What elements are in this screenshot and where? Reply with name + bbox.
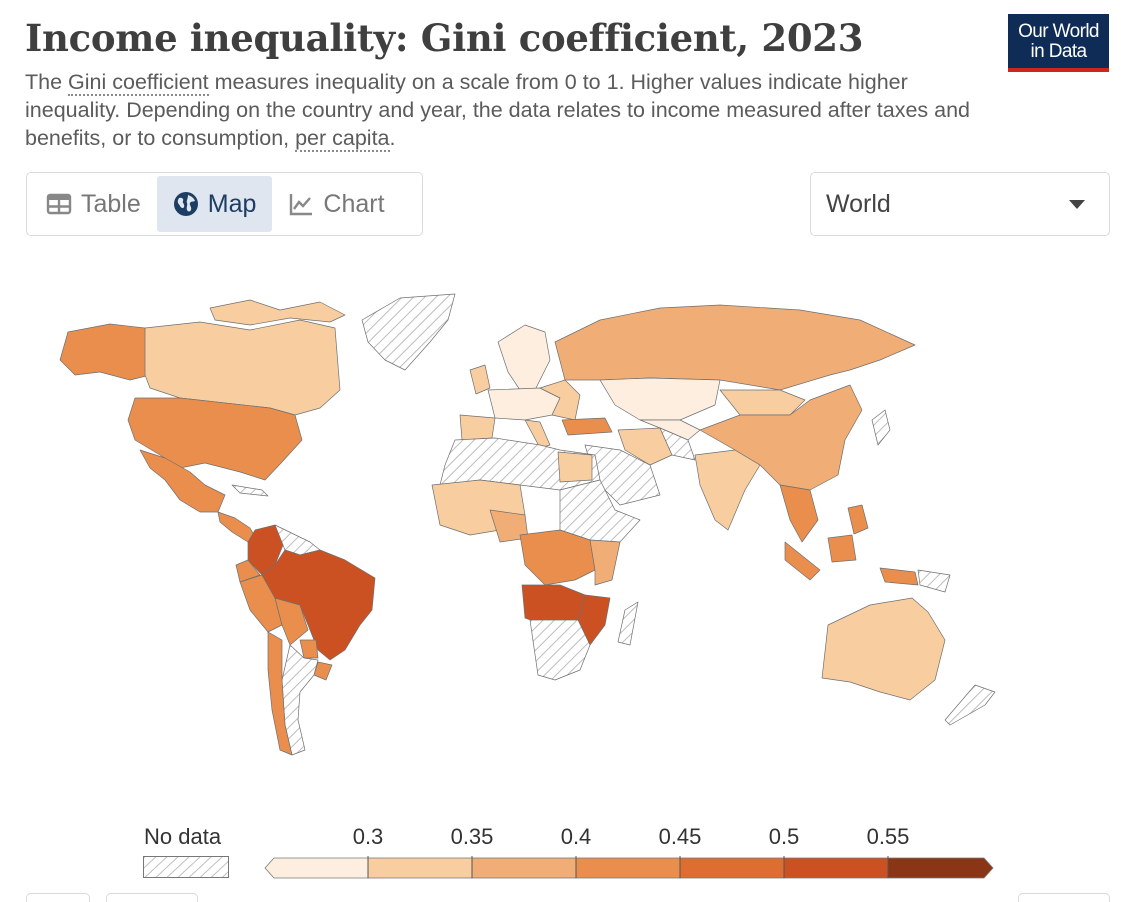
country-alaska[interactable] — [59, 323, 151, 381]
country-iran[interactable] — [617, 427, 673, 466]
legend-bin-5 — [783, 857, 889, 879]
country-italy[interactable] — [524, 419, 551, 449]
country-uk[interactable] — [469, 364, 491, 395]
country-mozambique[interactable] — [577, 594, 611, 646]
owid-logo[interactable]: Our World in Data — [1008, 14, 1109, 72]
legend-bin-6 — [887, 857, 994, 879]
region-select[interactable]: World — [810, 172, 1110, 236]
country-canada[interactable] — [144, 319, 341, 416]
globe-icon — [173, 192, 198, 216]
legend-tick-label: 0.5 — [768, 824, 800, 849]
legend-tick-label: 0.55 — [866, 824, 910, 849]
country-central-asia[interactable] — [639, 419, 701, 441]
legend-bin-3 — [575, 857, 681, 879]
country-china[interactable] — [699, 384, 863, 491]
legend-bin-1 — [367, 857, 473, 879]
world-map — [59, 293, 996, 756]
region-select-value: World — [826, 189, 891, 218]
legend-bin-0 — [264, 857, 369, 879]
footer-button[interactable] — [106, 893, 198, 902]
country-kazakhstan[interactable] — [599, 377, 721, 421]
legend-bin-4 — [679, 857, 785, 879]
legend-color-bar — [264, 856, 994, 879]
legend-tick-label: 0.4 — [560, 824, 592, 849]
country-indonesia[interactable] — [784, 534, 919, 586]
legend-bin-2 — [471, 857, 577, 879]
country-brazil[interactable] — [261, 549, 376, 661]
chart-subtitle: The Gini coefficient measures inequality… — [25, 70, 971, 152]
country-madagascar[interactable] — [617, 601, 639, 646]
country-new-zealand[interactable] — [944, 684, 996, 726]
country-afghanistan[interactable] — [659, 427, 696, 461]
country-venezuela[interactable] — [274, 524, 321, 556]
tab-chart[interactable]: Chart — [272, 176, 400, 232]
legend-tick-label: 0.35 — [450, 824, 494, 849]
country-united-states[interactable] — [127, 397, 303, 481]
gini-coefficient-link[interactable]: Gini coefficient — [68, 70, 209, 96]
country-turkey[interactable] — [561, 417, 613, 436]
country-southeast-asia[interactable] — [779, 484, 819, 543]
country-australia[interactable] — [821, 597, 946, 701]
country-angola[interactable] — [521, 584, 586, 626]
legend-tick-label: 0.3 — [352, 824, 384, 849]
country-caribbean[interactable] — [231, 484, 269, 497]
footer-button[interactable] — [1018, 893, 1110, 902]
no-data-swatch — [143, 856, 229, 878]
country-japan[interactable] — [871, 409, 891, 446]
chevron-down-icon — [1069, 199, 1085, 209]
view-tabs: Table Map Chart — [26, 172, 423, 236]
country-central-africa[interactable] — [519, 529, 596, 586]
country-philippines[interactable] — [847, 504, 869, 535]
country-iberia[interactable] — [459, 414, 496, 441]
country-russia[interactable] — [554, 304, 916, 391]
country-ecuador[interactable] — [235, 559, 261, 583]
country-east-africa[interactable] — [589, 539, 621, 586]
country-scandinavia[interactable] — [497, 324, 551, 391]
no-data-label: No data — [144, 824, 222, 849]
country-mongolia[interactable] — [719, 389, 806, 416]
country-chile[interactable] — [267, 631, 293, 756]
color-legend: 0.3 0.35 0.4 0.45 0.5 0.55 — [262, 820, 1002, 890]
tab-map[interactable]: Map — [156, 176, 273, 232]
country-greenland[interactable] — [361, 293, 456, 371]
tab-table[interactable]: Table — [30, 176, 157, 232]
line-chart-icon — [290, 194, 313, 216]
country-india[interactable] — [694, 449, 761, 531]
table-icon — [46, 193, 72, 215]
legend-tick-label: 0.45 — [658, 824, 702, 849]
country-papua[interactable] — [917, 569, 951, 593]
footer-button[interactable] — [26, 893, 90, 902]
chart-title: Income inequality: Gini coefficient, 202… — [25, 16, 864, 60]
country-egypt[interactable] — [557, 451, 593, 483]
country-canada-islands[interactable] — [209, 299, 346, 326]
per-capita-link[interactable]: per capita — [295, 126, 390, 152]
country-southern-africa[interactable] — [529, 619, 591, 681]
country-paraguay[interactable] — [299, 639, 319, 659]
